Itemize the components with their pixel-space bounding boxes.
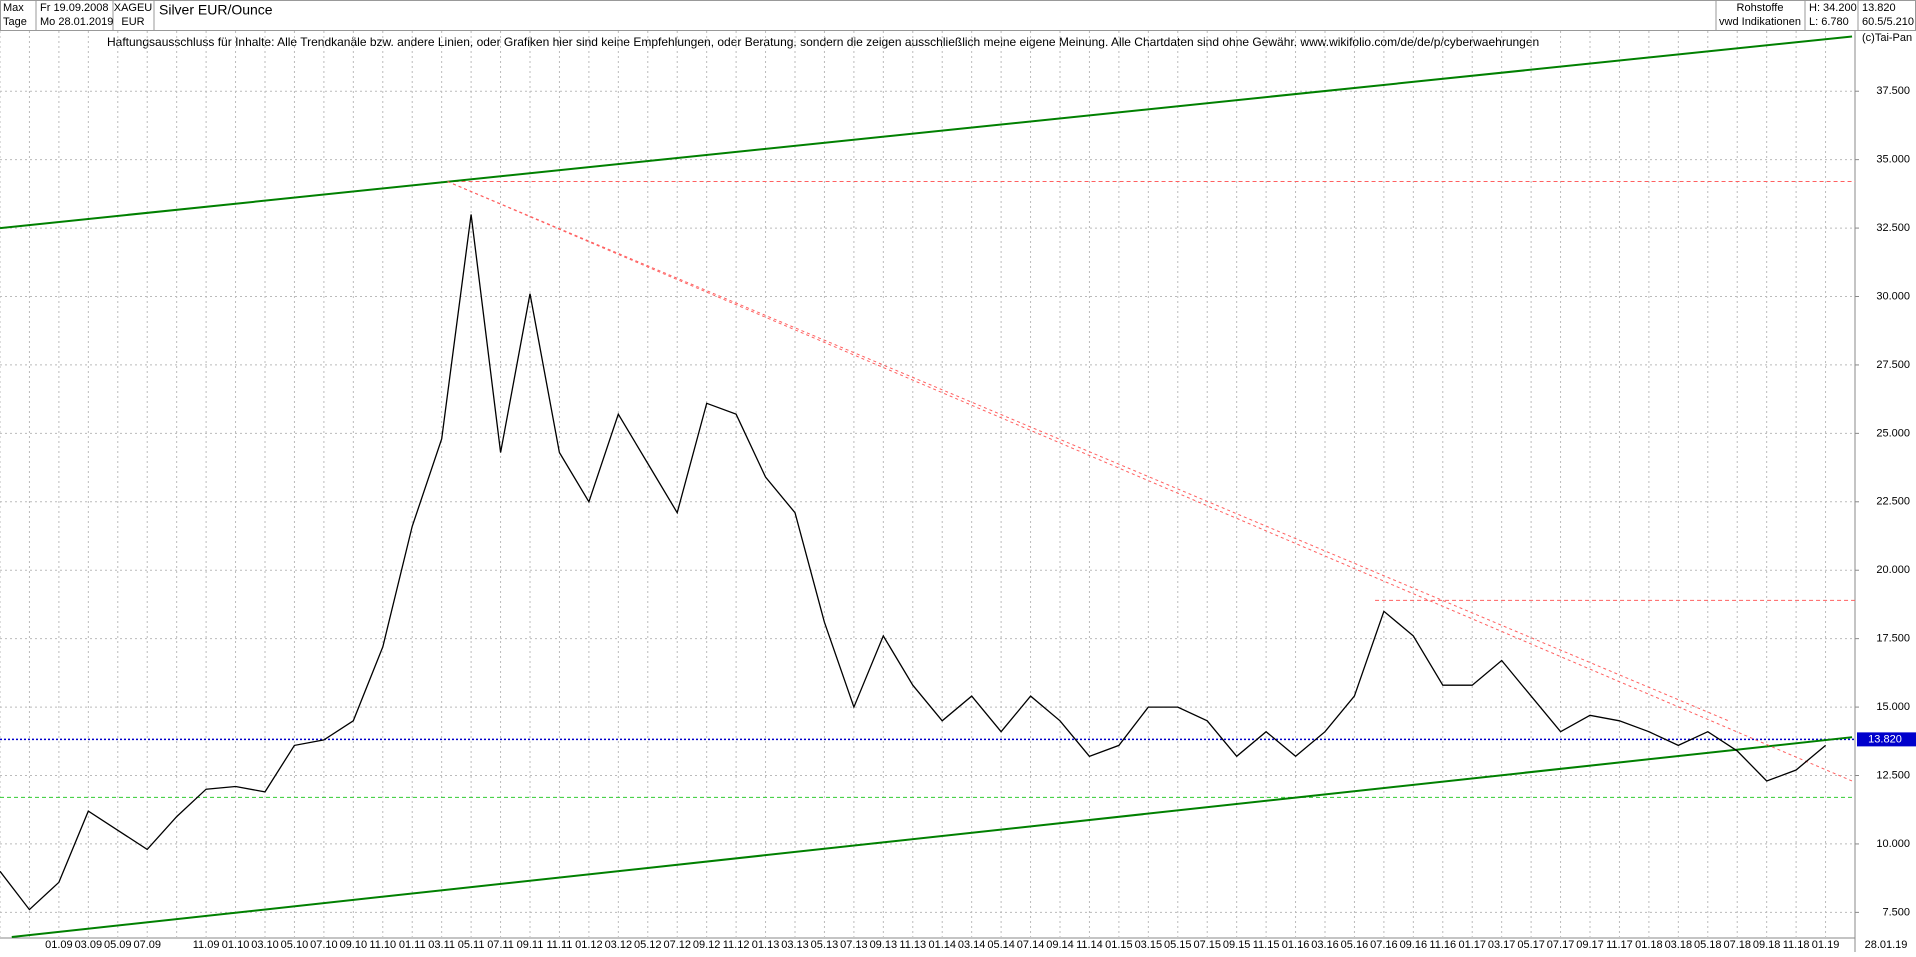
price-label-box [1857, 732, 1916, 747]
y-tick-label: 22.500 [1876, 496, 1910, 508]
x-tick-label: 09.12 [693, 939, 721, 951]
y-tick-label: 15.000 [1876, 701, 1910, 713]
x-tick-label: 07.14 [1017, 939, 1045, 951]
x-tick-label: 05.13 [811, 939, 839, 951]
x-tick-label: 09.14 [1046, 939, 1074, 951]
x-tick-label: 03.10 [251, 939, 279, 951]
x-tick-label: 03.17 [1488, 939, 1516, 951]
y-tick-label: 12.500 [1876, 769, 1910, 781]
x-tick-label: 07.13 [840, 939, 868, 951]
x-tick-label: 03.14 [958, 939, 986, 951]
high: H: 34.200 [1809, 2, 1857, 14]
copyright: (c)Tai-Pan [1862, 32, 1912, 44]
trend-line [447, 181, 1853, 782]
chart-title: Silver EUR/Ounce [159, 2, 273, 18]
symbol: XAGEU [114, 2, 153, 14]
x-tick-label: 05.11 [458, 939, 485, 951]
x-tick-label: 03.18 [1665, 939, 1693, 951]
x-tick-label: 11.15 [1253, 939, 1280, 951]
x-tick-label: 07.12 [663, 939, 691, 951]
x-tick-label: 05.15 [1164, 939, 1192, 951]
y-tick-label: 32.500 [1876, 222, 1910, 234]
trend-line [447, 181, 1729, 722]
x-tick-label: 09.10 [340, 939, 368, 951]
x-tick-label: 01.10 [222, 939, 250, 951]
x-tick-label: 05.10 [281, 939, 309, 951]
x-tick-label: 07.09 [133, 939, 161, 951]
range[interactable]: Max [3, 2, 24, 14]
x-tick-label: 03.09 [75, 939, 103, 951]
y-tick-label: 27.500 [1876, 359, 1910, 371]
group: Rohstoffe [1737, 2, 1784, 14]
trend-line [11, 736, 1853, 938]
x-tick-label: 05.18 [1694, 939, 1722, 951]
x-tick-label: 07.10 [310, 939, 338, 951]
y-tick-label: 25.000 [1876, 427, 1910, 439]
x-tick-label: 09.15 [1223, 939, 1251, 951]
y-tick-label: 30.000 [1876, 290, 1910, 302]
x-tick-label: 11.10 [369, 939, 396, 951]
x-tick-label: 01.15 [1105, 939, 1133, 951]
y-tick-label: 37.500 [1876, 85, 1910, 97]
x-tick-label: 11.12 [723, 939, 750, 951]
x-tick-label: 01.18 [1635, 939, 1663, 951]
x-tick-label: 05.12 [634, 939, 662, 951]
y-tick-label: 20.000 [1876, 564, 1910, 576]
x-tick-label: 01.17 [1458, 939, 1486, 951]
y-tick-label: 35.000 [1876, 154, 1910, 166]
x-tick-label: 01.16 [1282, 939, 1310, 951]
x-tick-label: 07.15 [1193, 939, 1221, 951]
x-tick-label: 11.11 [546, 939, 572, 951]
interval[interactable]: Tage [3, 16, 27, 28]
x-tick-label: 11.13 [899, 939, 926, 951]
x-tick-label: 03.16 [1311, 939, 1339, 951]
currency: EUR [121, 16, 144, 28]
y-tick-label: 7.500 [1882, 906, 1910, 918]
price-line [0, 214, 1827, 911]
last-date: 28.01.19 [1865, 939, 1908, 951]
x-tick-label: 07.11 [487, 939, 514, 951]
x-tick-label: 09.16 [1400, 939, 1428, 951]
annotation: Haftungsausschluss für Inhalte: Alle Tre… [107, 35, 1539, 49]
x-tick-label: 03.11 [428, 939, 455, 951]
x-tick-label: 11.16 [1429, 939, 1456, 951]
trend-line [0, 35, 1853, 230]
x-tick-label: 09.17 [1576, 939, 1604, 951]
x-tick-label: 01.19 [1812, 939, 1840, 951]
low: L: 6.780 [1809, 16, 1849, 28]
end-date: Mo 28.01.2019 [40, 16, 113, 28]
x-tick-label: 01.12 [575, 939, 603, 951]
x-tick-label: 05.16 [1341, 939, 1369, 951]
last-price: 13.820 [1862, 2, 1896, 14]
x-tick-label: 07.18 [1723, 939, 1751, 951]
y-tick-label: 17.500 [1876, 633, 1910, 645]
x-tick-label: 11.17 [1606, 939, 1633, 951]
x-tick-label: 11.09 [193, 939, 220, 951]
x-tick-label: 09.18 [1753, 939, 1781, 951]
extra: 60.5/5.210 [1862, 16, 1914, 28]
x-tick-label: 03.13 [781, 939, 809, 951]
x-tick-label: 11.14 [1076, 939, 1103, 951]
x-tick-label: 01.11 [399, 939, 426, 951]
x-tick-label: 03.15 [1135, 939, 1163, 951]
x-tick-label: 05.14 [987, 939, 1015, 951]
x-tick-label: 01.09 [45, 939, 73, 951]
x-tick-label: 03.12 [605, 939, 633, 951]
price-label: 13.820 [1868, 733, 1902, 745]
x-tick-label: 05.09 [104, 939, 132, 951]
y-tick-label: 10.000 [1876, 838, 1910, 850]
x-tick-label: 01.13 [752, 939, 780, 951]
x-tick-label: 11.18 [1783, 939, 1810, 951]
x-tick-label: 01.14 [928, 939, 956, 951]
x-tick-label: 05.17 [1517, 939, 1545, 951]
x-tick-label: 07.16 [1370, 939, 1398, 951]
x-tick-label: 07.17 [1547, 939, 1575, 951]
start-date: Fr 19.09.2008 [40, 2, 109, 14]
x-tick-label: 09.11 [517, 939, 544, 951]
source: vwd Indikationen [1719, 16, 1801, 28]
x-tick-label: 09.13 [870, 939, 898, 951]
